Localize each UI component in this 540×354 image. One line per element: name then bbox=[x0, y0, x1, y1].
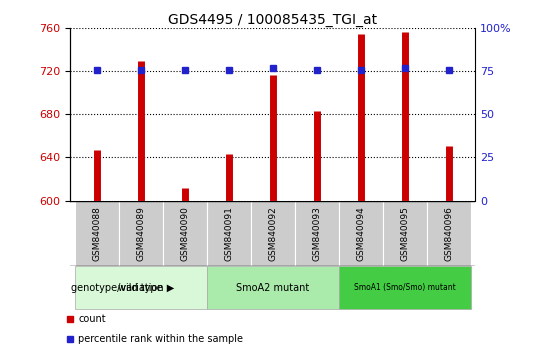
Text: genotype/variation ▶: genotype/variation ▶ bbox=[71, 282, 174, 292]
Text: SmoA1 (Smo/Smo) mutant: SmoA1 (Smo/Smo) mutant bbox=[354, 283, 456, 292]
Bar bbox=[339, 266, 471, 309]
Bar bbox=[75, 266, 207, 309]
Text: percentile rank within the sample: percentile rank within the sample bbox=[78, 334, 244, 344]
Bar bbox=[251, 200, 295, 266]
Bar bbox=[383, 200, 427, 266]
Text: GSM840091: GSM840091 bbox=[224, 206, 233, 261]
Bar bbox=[295, 200, 339, 266]
Text: count: count bbox=[78, 314, 106, 324]
Text: GSM840096: GSM840096 bbox=[444, 206, 453, 261]
Title: GDS4495 / 100085435_TGI_at: GDS4495 / 100085435_TGI_at bbox=[168, 13, 377, 27]
Bar bbox=[339, 200, 383, 266]
Bar bbox=[163, 200, 207, 266]
Text: GSM840093: GSM840093 bbox=[312, 206, 321, 261]
Text: GSM840095: GSM840095 bbox=[400, 206, 409, 261]
Bar bbox=[75, 200, 119, 266]
Text: GSM840088: GSM840088 bbox=[92, 206, 101, 261]
Bar bbox=[207, 200, 251, 266]
Text: GSM840090: GSM840090 bbox=[180, 206, 189, 261]
Bar bbox=[427, 200, 471, 266]
Text: GSM840092: GSM840092 bbox=[268, 206, 277, 261]
Bar bbox=[119, 200, 163, 266]
Text: GSM840089: GSM840089 bbox=[136, 206, 145, 261]
Text: wild type: wild type bbox=[118, 282, 163, 292]
Text: GSM840094: GSM840094 bbox=[356, 206, 365, 261]
Text: SmoA2 mutant: SmoA2 mutant bbox=[236, 282, 309, 292]
Bar bbox=[207, 266, 339, 309]
